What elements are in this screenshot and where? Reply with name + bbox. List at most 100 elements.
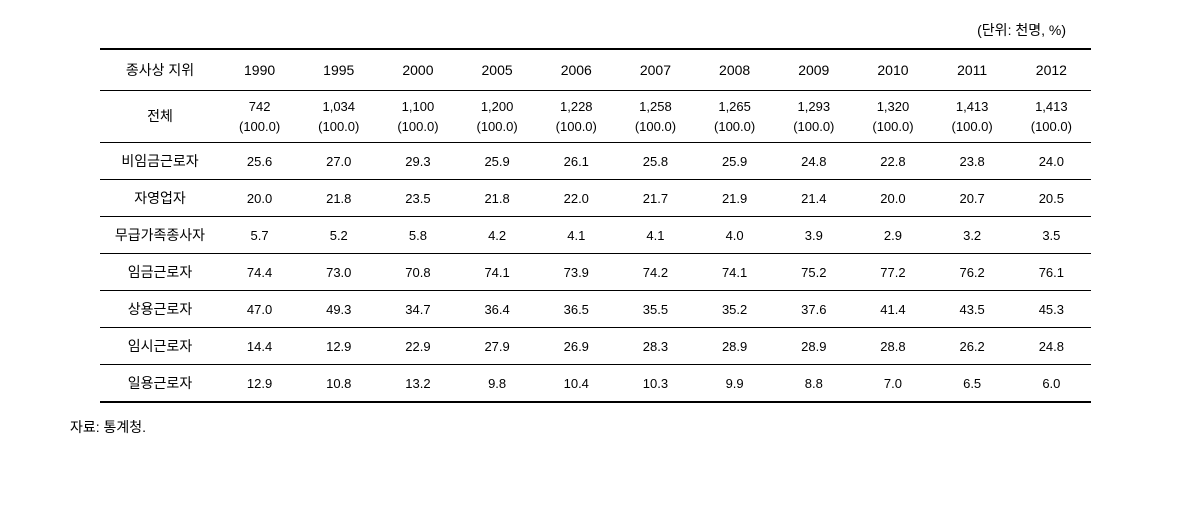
cell-value: 1,413: [937, 97, 1008, 117]
table-cell: 29.3: [378, 143, 457, 180]
table-cell: 1,293(100.0): [774, 91, 853, 143]
table-cell: 70.8: [378, 254, 457, 291]
table-cell: 3.2: [933, 217, 1012, 254]
header-row: 종사상 지위1990199520002005200620072008200920…: [100, 49, 1091, 91]
table-cell: 21.4: [774, 180, 853, 217]
column-header-label: 종사상 지위: [100, 49, 220, 91]
table-cell: 22.0: [537, 180, 616, 217]
table-cell: 34.7: [378, 291, 457, 328]
table-cell: 1,413(100.0): [933, 91, 1012, 143]
table-cell: 45.3: [1012, 291, 1091, 328]
table-cell: 26.9: [537, 328, 616, 365]
column-header-year: 2000: [378, 49, 457, 91]
table-row: 임금근로자74.473.070.874.173.974.274.175.277.…: [100, 254, 1091, 291]
table-cell: 41.4: [853, 291, 932, 328]
table-cell: 1,228(100.0): [537, 91, 616, 143]
cell-percent: (100.0): [1016, 117, 1087, 137]
table-cell: 77.2: [853, 254, 932, 291]
table-cell: 74.2: [616, 254, 695, 291]
table-cell: 12.9: [299, 328, 378, 365]
table-cell: 1,320(100.0): [853, 91, 932, 143]
row-label: 자영업자: [100, 180, 220, 217]
table-cell: 76.2: [933, 254, 1012, 291]
table-cell: 21.7: [616, 180, 695, 217]
cell-value: 1,100: [382, 97, 453, 117]
table-cell: 5.2: [299, 217, 378, 254]
table-cell: 1,265(100.0): [695, 91, 774, 143]
cell-percent: (100.0): [303, 117, 374, 137]
unit-label: (단위: 천명, %): [40, 20, 1151, 40]
cell-percent: (100.0): [224, 117, 295, 137]
column-header-year: 2006: [537, 49, 616, 91]
cell-value: 742: [224, 97, 295, 117]
table-cell: 74.1: [458, 254, 537, 291]
table-cell: 26.1: [537, 143, 616, 180]
cell-percent: (100.0): [778, 117, 849, 137]
table-cell: 25.8: [616, 143, 695, 180]
cell-value: 1,293: [778, 97, 849, 117]
row-label: 일용근로자: [100, 365, 220, 403]
cell-value: 1,413: [1016, 97, 1087, 117]
table-cell: 26.2: [933, 328, 1012, 365]
table-cell: 20.0: [853, 180, 932, 217]
cell-value: 1,258: [620, 97, 691, 117]
table-cell: 1,100(100.0): [378, 91, 457, 143]
table-cell: 1,034(100.0): [299, 91, 378, 143]
cell-value: 1,265: [699, 97, 770, 117]
table-cell: 1,413(100.0): [1012, 91, 1091, 143]
row-label: 비임금근로자: [100, 143, 220, 180]
cell-percent: (100.0): [699, 117, 770, 137]
table-cell: 4.2: [458, 217, 537, 254]
cell-percent: (100.0): [937, 117, 1008, 137]
table-cell: 7.0: [853, 365, 932, 403]
table-cell: 14.4: [220, 328, 299, 365]
table-body: 전체742(100.0)1,034(100.0)1,100(100.0)1,20…: [100, 91, 1091, 403]
table-cell: 20.7: [933, 180, 1012, 217]
row-label: 임금근로자: [100, 254, 220, 291]
table-cell: 75.2: [774, 254, 853, 291]
cell-percent: (100.0): [857, 117, 928, 137]
table-cell: 742(100.0): [220, 91, 299, 143]
column-header-year: 2012: [1012, 49, 1091, 91]
table-cell: 24.8: [1012, 328, 1091, 365]
table-cell: 1,258(100.0): [616, 91, 695, 143]
cell-value: 1,200: [462, 97, 533, 117]
column-header-year: 1990: [220, 49, 299, 91]
table-cell: 36.4: [458, 291, 537, 328]
table-cell: 27.9: [458, 328, 537, 365]
column-header-year: 1995: [299, 49, 378, 91]
table-cell: 47.0: [220, 291, 299, 328]
table-cell: 2.9: [853, 217, 932, 254]
column-header-year: 2010: [853, 49, 932, 91]
cell-percent: (100.0): [620, 117, 691, 137]
table-cell: 5.7: [220, 217, 299, 254]
table-cell: 24.0: [1012, 143, 1091, 180]
table-cell: 4.1: [537, 217, 616, 254]
table-cell: 28.8: [853, 328, 932, 365]
table-cell: 28.9: [774, 328, 853, 365]
table-cell: 37.6: [774, 291, 853, 328]
cell-percent: (100.0): [382, 117, 453, 137]
table-cell: 24.8: [774, 143, 853, 180]
table-cell: 20.5: [1012, 180, 1091, 217]
table-cell: 21.8: [299, 180, 378, 217]
column-header-year: 2005: [458, 49, 537, 91]
table-cell: 8.8: [774, 365, 853, 403]
table-cell: 43.5: [933, 291, 1012, 328]
table-cell: 74.1: [695, 254, 774, 291]
table-cell: 27.0: [299, 143, 378, 180]
table-cell: 5.8: [378, 217, 457, 254]
table-cell: 23.5: [378, 180, 457, 217]
table-cell: 49.3: [299, 291, 378, 328]
table-cell: 10.3: [616, 365, 695, 403]
cell-value: 1,034: [303, 97, 374, 117]
table-cell: 35.5: [616, 291, 695, 328]
table-cell: 12.9: [220, 365, 299, 403]
column-header-year: 2009: [774, 49, 853, 91]
table-header: 종사상 지위1990199520002005200620072008200920…: [100, 49, 1091, 91]
table-cell: 35.2: [695, 291, 774, 328]
column-header-year: 2007: [616, 49, 695, 91]
table-cell: 28.9: [695, 328, 774, 365]
table-cell: 73.0: [299, 254, 378, 291]
table-cell: 9.8: [458, 365, 537, 403]
